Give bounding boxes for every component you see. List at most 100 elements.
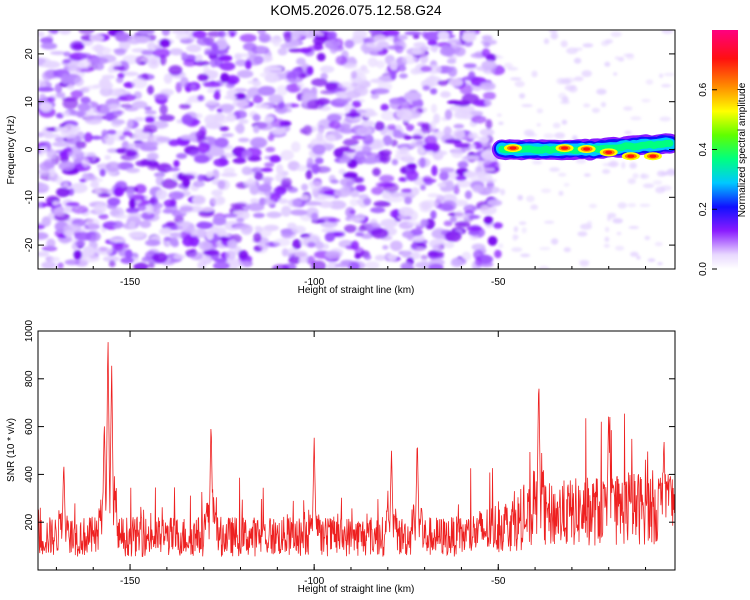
x-tick-label: -150 bbox=[120, 576, 140, 587]
noise-blob bbox=[463, 135, 481, 140]
noise-blob bbox=[147, 41, 156, 51]
noise-blob bbox=[132, 100, 148, 109]
x-tick-label: -50 bbox=[491, 277, 506, 288]
faint-blob bbox=[552, 122, 561, 129]
noise-blob bbox=[211, 189, 223, 197]
spectrogram-y-label: Frequency (Hz) bbox=[6, 116, 17, 185]
noise-blob bbox=[128, 231, 145, 239]
faint-blob bbox=[639, 203, 651, 207]
noise-blob bbox=[443, 241, 455, 249]
noise-blob bbox=[472, 184, 484, 193]
noise-blob bbox=[186, 44, 202, 53]
noise-blob bbox=[382, 245, 389, 250]
noise-blob bbox=[487, 236, 498, 246]
noise-blob bbox=[206, 99, 217, 106]
noise-blob bbox=[338, 81, 356, 90]
noise-blob bbox=[38, 31, 45, 38]
signal-peak-core bbox=[583, 147, 591, 151]
snr-panel: -150 -100 -50 200 400 600 800 1000 Height of s… bbox=[6, 319, 676, 595]
noise-blob bbox=[364, 222, 382, 230]
noise-blob bbox=[40, 42, 58, 50]
noise-blob bbox=[38, 87, 55, 92]
noise-blob bbox=[449, 216, 457, 222]
noise-blob bbox=[204, 114, 219, 126]
noise-blob bbox=[436, 194, 445, 203]
noise-blob bbox=[126, 167, 140, 174]
faint-blob bbox=[539, 246, 551, 251]
noise-blob bbox=[404, 196, 412, 205]
noise-blob bbox=[361, 145, 372, 155]
noise-blob bbox=[380, 110, 396, 121]
noise-blob bbox=[375, 60, 385, 69]
faint-blob bbox=[586, 220, 593, 226]
noise-blob bbox=[41, 261, 57, 269]
noise-blob bbox=[161, 178, 178, 189]
noise-blob bbox=[344, 112, 362, 118]
noise-blob bbox=[316, 52, 326, 62]
noise-blob bbox=[97, 193, 112, 198]
noise-blob bbox=[342, 138, 359, 147]
noise-blob bbox=[238, 250, 249, 259]
noise-blob bbox=[121, 140, 130, 151]
noise-blob bbox=[79, 53, 92, 59]
faint-blob bbox=[640, 173, 650, 179]
noise-blob bbox=[212, 217, 227, 226]
noise-blob bbox=[452, 129, 466, 140]
noise-blob bbox=[462, 32, 477, 43]
noise-blob bbox=[203, 81, 221, 88]
faint-blob bbox=[530, 204, 539, 210]
noise-blob bbox=[152, 48, 171, 58]
noise-blob bbox=[264, 74, 280, 83]
colorbar-tick-label: 0.6 bbox=[698, 82, 709, 96]
noise-blob bbox=[126, 187, 135, 198]
faint-blob bbox=[550, 238, 559, 245]
noise-blob bbox=[292, 239, 302, 250]
noise-blob bbox=[251, 167, 263, 174]
noise-blob bbox=[183, 59, 197, 67]
noise-blob bbox=[203, 64, 210, 75]
noise-blob bbox=[250, 198, 259, 204]
noise-blob bbox=[320, 72, 328, 81]
faint-blob bbox=[560, 100, 570, 105]
noise-blob bbox=[78, 30, 95, 35]
noise-blob bbox=[52, 200, 60, 206]
noise-blob bbox=[358, 194, 369, 200]
noise-blob bbox=[398, 206, 414, 217]
noise-blob bbox=[446, 58, 457, 64]
noise-blob bbox=[39, 81, 47, 87]
noise-blob bbox=[324, 251, 342, 260]
noise-blob bbox=[73, 250, 83, 260]
noise-blob bbox=[108, 260, 116, 268]
noise-blob bbox=[380, 103, 389, 111]
noise-blob bbox=[137, 30, 155, 35]
faint-blob bbox=[577, 231, 588, 237]
noise-blob bbox=[290, 209, 308, 216]
noise-blob bbox=[396, 108, 413, 120]
noise-blob bbox=[306, 157, 314, 168]
noise-blob bbox=[220, 236, 228, 242]
noise-blob bbox=[217, 180, 226, 190]
faint-blob bbox=[549, 167, 560, 172]
noise-blob bbox=[213, 158, 229, 167]
noise-blob bbox=[468, 214, 480, 220]
noise-blob bbox=[236, 217, 245, 223]
noise-blob bbox=[58, 161, 75, 171]
noise-blob bbox=[236, 53, 252, 58]
noise-blob bbox=[437, 80, 449, 86]
noise-blob bbox=[484, 99, 492, 106]
noise-blob bbox=[453, 184, 460, 195]
noise-blob bbox=[46, 149, 57, 159]
noise-blob bbox=[476, 65, 493, 72]
faint-blob bbox=[616, 231, 622, 236]
noise-blob bbox=[251, 45, 270, 55]
noise-blob bbox=[281, 177, 292, 187]
noise-blob bbox=[105, 161, 121, 173]
noise-blob bbox=[258, 197, 267, 206]
noise-blob bbox=[152, 203, 164, 209]
noise-blob bbox=[220, 172, 238, 177]
noise-blob bbox=[210, 57, 218, 68]
faint-blob bbox=[494, 55, 504, 59]
noise-blob bbox=[153, 172, 166, 178]
noise-blob bbox=[401, 251, 411, 258]
faint-blob bbox=[544, 220, 555, 224]
